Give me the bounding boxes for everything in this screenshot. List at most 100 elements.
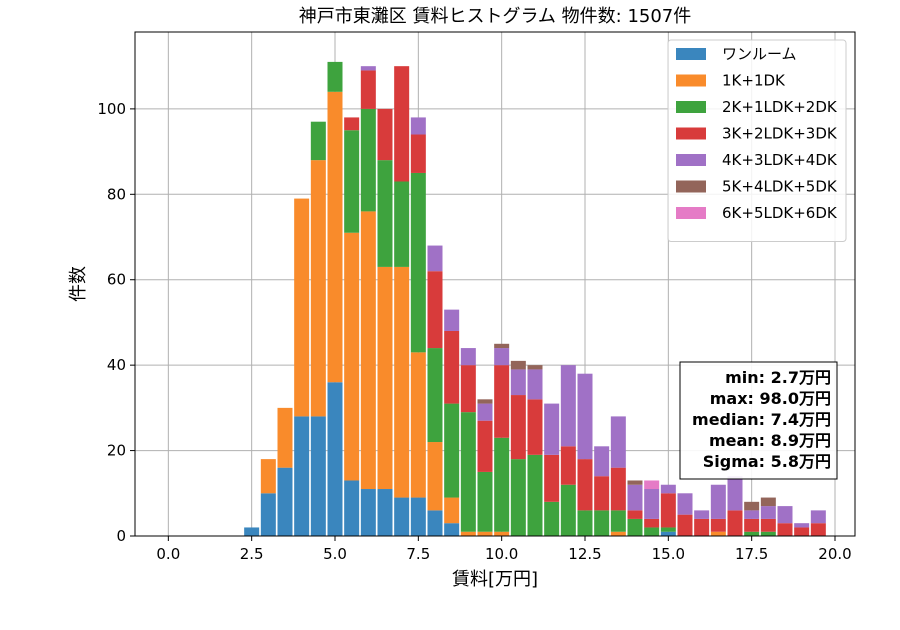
bar-segment-s1-x6 — [344, 232, 360, 481]
bar-segment-s3-x19 — [560, 446, 576, 485]
bar-segment-s3-x25 — [660, 493, 676, 528]
x-tick-label: 17.5 — [735, 545, 768, 563]
bar-segment-s5-x31 — [760, 497, 776, 507]
bar-segment-s2-x7 — [360, 108, 376, 212]
bar-segment-s2-x4 — [310, 121, 326, 161]
y-tick-label: 20 — [107, 442, 126, 460]
bar-segment-s3-x28 — [710, 518, 726, 532]
bar-segment-s0-x2 — [277, 467, 293, 536]
bar-segment-s1-x28 — [710, 531, 726, 536]
bar-segment-s2-x12 — [444, 403, 460, 498]
bar-segment-s4-x11 — [427, 245, 443, 272]
bar-segment-s1-x4 — [310, 160, 326, 417]
legend-entry-label: 4K+3LDK+4DK — [722, 151, 838, 169]
bar-segment-s0-x7 — [360, 489, 376, 536]
bar-segment-s1-x14 — [477, 531, 493, 536]
bar-segment-s1-x11 — [427, 442, 443, 511]
x-tick-label: 2.5 — [240, 545, 264, 563]
bar-segment-s2-x11 — [427, 348, 443, 443]
x-tick-label: 7.5 — [406, 545, 430, 563]
legend-entry-label: 5K+4LDK+5DK — [722, 178, 838, 196]
bar-segment-s2-x23 — [627, 518, 643, 536]
bar-segment-s3-x15 — [494, 365, 510, 438]
bar-segment-s4-x10 — [410, 117, 426, 135]
y-axis-label: 件数 — [68, 266, 89, 302]
legend-swatch — [676, 207, 706, 219]
bar-segment-s3-x27 — [694, 518, 710, 536]
bar-segment-s1-x22 — [610, 531, 626, 536]
legend-entry-label: 1K+1DK — [722, 72, 786, 90]
bar-segment-s4-x14 — [477, 403, 493, 421]
bar-segment-s3-x17 — [527, 399, 543, 455]
bar-segment-s4-x30 — [744, 510, 760, 519]
bar-segment-s2-x30 — [744, 531, 760, 536]
x-tick-label: 12.5 — [568, 545, 601, 563]
bar-segment-s2-x15 — [494, 437, 510, 532]
stats-line: mean: 8.9万円 — [709, 431, 831, 450]
y-tick-label: 40 — [107, 356, 126, 374]
bar-segment-s0-x11 — [427, 510, 443, 536]
bar-segment-s1-x1 — [260, 459, 276, 494]
bar-segment-s5-x17 — [527, 365, 543, 370]
bar-segment-s3-x11 — [427, 271, 443, 349]
bar-segment-s3-x10 — [410, 134, 426, 173]
bar-segment-s3-x30 — [744, 518, 760, 532]
bar-segment-s0-x6 — [344, 480, 360, 536]
bar-segment-s4-x28 — [710, 484, 726, 519]
legend-swatch — [676, 48, 706, 60]
bar-segment-s1-x3 — [294, 198, 310, 417]
bar-segment-s3-x22 — [610, 467, 626, 511]
bar-segment-s4-x22 — [610, 416, 626, 468]
bar-segment-s2-x31 — [760, 531, 776, 536]
bar-segment-s2-x19 — [560, 484, 576, 536]
x-tick-label: 5.0 — [323, 545, 347, 563]
stats-line: median: 7.4万円 — [692, 410, 831, 429]
x-tick-label: 20.0 — [818, 545, 851, 563]
bar-segment-s4-x7 — [360, 66, 376, 71]
stats-box-frame — [679, 361, 838, 480]
legend-entry-label: ワンルーム — [722, 45, 797, 63]
bar-segment-s4-x32 — [777, 506, 793, 524]
bar-segment-s5-x23 — [627, 480, 643, 485]
bar-segment-s1-x7 — [360, 211, 376, 490]
bar-segment-s1-x12 — [444, 497, 460, 524]
stats-box: min: 2.7万円 max: 98.0万円 median: 7.4万円 mean: … — [679, 361, 838, 480]
bar-segment-s0-x0 — [244, 527, 260, 536]
legend-swatch — [676, 74, 706, 87]
bar-segment-s2-x13 — [460, 412, 476, 532]
bar-segment-s4-x29 — [727, 476, 743, 511]
bar-segment-s4-x18 — [544, 403, 560, 455]
bar-segment-s3-x26 — [677, 514, 693, 536]
bar-segment-s3-x6 — [344, 117, 360, 131]
bar-segment-s4-x31 — [760, 506, 776, 519]
bar-segment-s4-x27 — [694, 510, 710, 519]
bar-segment-s0-x8 — [377, 489, 393, 536]
bar-segment-s4-x12 — [444, 309, 460, 331]
bar-segment-s3-x7 — [360, 70, 376, 109]
bar-segment-s2-x22 — [610, 510, 626, 532]
bar-segment-s0-x12 — [444, 523, 460, 536]
bar-segment-s3-x14 — [477, 420, 493, 472]
bar-segment-s2-x16 — [510, 459, 526, 536]
bar-segment-s1-x9 — [394, 266, 410, 498]
bar-segment-s4-x33 — [794, 523, 810, 528]
bar-segment-s5-x14 — [477, 399, 493, 404]
bar-segment-s3-x18 — [544, 454, 560, 502]
bar-segment-s0-x1 — [260, 493, 276, 536]
bar-segment-s3-x20 — [577, 459, 593, 511]
bar-segment-s3-x21 — [594, 476, 610, 511]
bar-segment-s0-x25 — [660, 531, 676, 536]
bar-segment-s3-x23 — [627, 510, 643, 519]
bar-segment-s5-x30 — [744, 501, 760, 511]
bar-segment-s4-x17 — [527, 369, 543, 400]
y-tick-label: 100 — [97, 100, 126, 118]
bar-segment-s3-x33 — [794, 527, 810, 536]
bar-segment-s5-x15 — [494, 343, 510, 349]
bar-segment-s2-x25 — [660, 527, 676, 532]
bar-segment-s2-x17 — [527, 454, 543, 536]
bar-segment-s2-x20 — [577, 510, 593, 536]
y-tick-label: 0 — [116, 527, 126, 545]
bar-segment-s1-x2 — [277, 407, 293, 468]
bar-segment-s1-x10 — [410, 352, 426, 498]
